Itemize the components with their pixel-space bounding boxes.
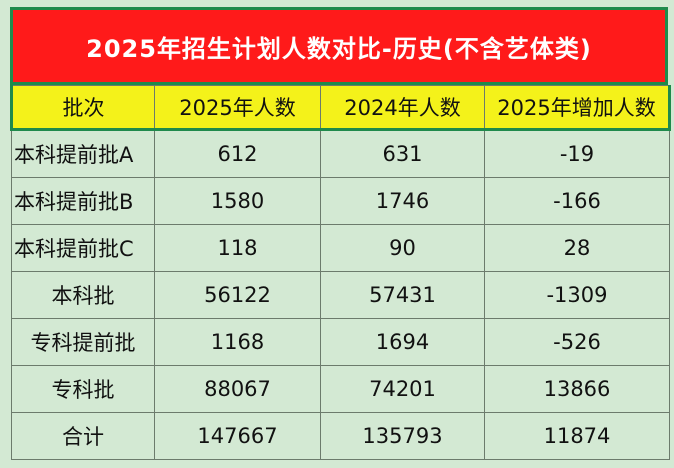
cell-2024[interactable]: 1694: [320, 318, 485, 366]
header-2024[interactable]: 2024年人数: [320, 85, 485, 131]
cell-diff[interactable]: -1309: [484, 271, 670, 319]
table-row: 专科批 88067 74201 13866: [11, 365, 670, 413]
cell-batch[interactable]: 本科提前批C: [11, 224, 155, 272]
table-row-total: 合计 147667 135793 11874: [11, 412, 670, 460]
cell-batch[interactable]: 专科提前批: [11, 318, 155, 366]
header-row: 批次 2025年人数 2024年人数 2025年增加人数: [10, 85, 671, 131]
cell-2025[interactable]: 1168: [154, 318, 321, 366]
table-row: 专科提前批 1168 1694 -526: [11, 318, 670, 366]
cell-2024[interactable]: 1746: [320, 177, 485, 225]
header-batch[interactable]: 批次: [10, 85, 155, 131]
cell-diff[interactable]: 13866: [484, 365, 670, 413]
cell-batch[interactable]: 本科批: [11, 271, 155, 319]
header-diff[interactable]: 2025年增加人数: [484, 85, 671, 131]
cell-batch[interactable]: 合计: [11, 412, 155, 460]
cell-2025[interactable]: 1580: [154, 177, 321, 225]
table-row: 本科提前批C 118 90 28: [11, 224, 670, 272]
table-row: 本科提前批A 612 631 -19: [11, 129, 670, 178]
cell-diff[interactable]: 11874: [484, 412, 670, 460]
cell-batch[interactable]: 本科提前批B: [11, 177, 155, 225]
cell-batch[interactable]: 本科提前批A: [11, 129, 155, 178]
cell-2024[interactable]: 135793: [320, 412, 485, 460]
cell-batch[interactable]: 专科批: [11, 365, 155, 413]
enrollment-table: 批次 2025年人数 2024年人数 2025年增加人数 本科提前批A 612 …: [10, 85, 671, 460]
cell-2024[interactable]: 57431: [320, 271, 485, 319]
cell-2025[interactable]: 147667: [154, 412, 321, 460]
table-row: 本科批 56122 57431 -1309: [11, 271, 670, 319]
cell-2024[interactable]: 631: [320, 129, 485, 178]
table-title: 2025年招生计划人数对比-历史(不含艺体类): [10, 7, 668, 85]
header-2025[interactable]: 2025年人数: [154, 85, 321, 131]
cell-diff[interactable]: -166: [484, 177, 670, 225]
cell-diff[interactable]: 28: [484, 224, 670, 272]
cell-2025[interactable]: 88067: [154, 365, 321, 413]
cell-2024[interactable]: 74201: [320, 365, 485, 413]
table-row: 本科提前批B 1580 1746 -166: [11, 177, 670, 225]
cell-diff[interactable]: -526: [484, 318, 670, 366]
cell-2025[interactable]: 612: [154, 129, 321, 178]
cell-diff[interactable]: -19: [484, 129, 670, 178]
cell-2024[interactable]: 90: [320, 224, 485, 272]
cell-2025[interactable]: 56122: [154, 271, 321, 319]
cell-2025[interactable]: 118: [154, 224, 321, 272]
